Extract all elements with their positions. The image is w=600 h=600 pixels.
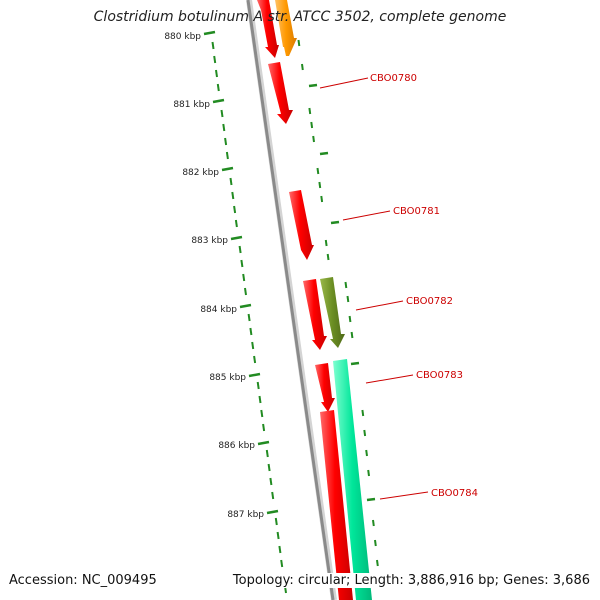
ruler-label: 886 kbp	[218, 441, 255, 451]
gene-label-cbo0783[interactable]: CBO0783	[416, 370, 463, 381]
label-leader-line	[355, 300, 404, 311]
gene-arrow[interactable]	[257, 0, 279, 58]
gene-arrow[interactable]	[289, 190, 314, 260]
ruler-label: 883 kbp	[191, 236, 228, 246]
ruler-label: 880 kbp	[164, 32, 201, 42]
gene-arrow[interactable]	[315, 363, 335, 412]
label-leader-line	[319, 77, 369, 89]
topology-text: Topology: circular; Length: 3,886,916 bp…	[230, 573, 590, 588]
ruler-minor-ticks	[211, 41, 287, 594]
ruler-label: 885 kbp	[209, 373, 246, 383]
gene-label-cbo0784[interactable]: CBO0784	[431, 488, 478, 499]
right-tick-track	[297, 39, 379, 567]
gene-features	[257, 0, 372, 600]
label-leader-line	[379, 491, 429, 500]
accession-text: Accession: NC_009495	[9, 573, 157, 588]
ruler-label: 884 kbp	[200, 305, 237, 315]
ruler-label: 881 kbp	[173, 100, 210, 110]
ruler-label: 882 kbp	[182, 168, 219, 178]
map-title: Clostridium botulinum A str. ATCC 3502, …	[93, 9, 507, 25]
gene-arrow[interactable]	[268, 62, 293, 124]
genome-backbone	[246, 0, 337, 600]
gene-arrow[interactable]	[320, 410, 353, 600]
gene-arrow[interactable]	[275, 0, 297, 56]
gene-label-cbo0781[interactable]: CBO0781	[393, 206, 440, 217]
ruler-major-ticks	[203, 30, 279, 515]
label-leader-line	[365, 374, 414, 384]
gene-labels: CBO0780 CBO0781 CBO0782 CBO0783 CBO0784	[319, 73, 478, 500]
gene-arrow[interactable]	[303, 279, 327, 350]
label-leader-line	[342, 210, 391, 221]
ruler-label: 887 kbp	[227, 510, 264, 520]
gene-arrow[interactable]	[320, 277, 345, 348]
gene-label-cbo0782[interactable]: CBO0782	[406, 296, 453, 307]
gene-arrow[interactable]	[333, 359, 372, 600]
gene-label-cbo0780[interactable]: CBO0780	[370, 73, 417, 84]
ruler-labels: 880 kbp 881 kbp 882 kbp 883 kbp 884 kbp …	[164, 32, 264, 588]
